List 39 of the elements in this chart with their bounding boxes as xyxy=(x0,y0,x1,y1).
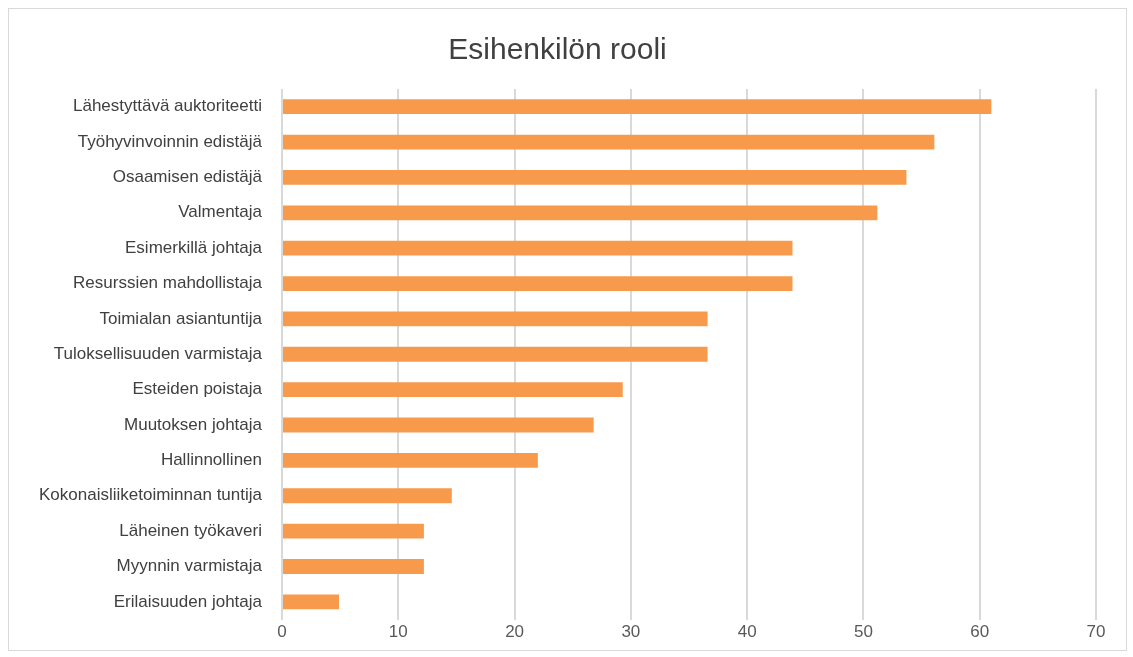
bar xyxy=(283,99,992,115)
bar xyxy=(283,346,708,362)
x-tick-label: 20 xyxy=(505,622,525,642)
x-tick-label: 10 xyxy=(388,622,408,642)
bar xyxy=(283,594,339,610)
y-tick-label: Tuloksellisuuden varmistaja xyxy=(53,343,263,363)
y-tick-label: Lähestyttävä auktoriteetti xyxy=(73,96,263,116)
x-tick-label: 30 xyxy=(621,622,641,642)
bar xyxy=(283,276,793,291)
bar xyxy=(283,205,878,221)
y-tick-label: Osaamisen edistäjä xyxy=(112,167,263,187)
bar xyxy=(283,170,907,185)
y-tick-label: Esteiden poistaja xyxy=(132,379,263,399)
x-tick-label: 50 xyxy=(853,622,873,642)
chart-title: Esihenkilön rooli xyxy=(448,32,667,66)
bar xyxy=(283,240,793,256)
x-tick-label: 60 xyxy=(970,622,990,642)
y-tick-label: Läheinen työkaveri xyxy=(119,520,263,540)
y-tick-label: Toimialan asiantuntija xyxy=(99,308,263,328)
x-tick-label: 0 xyxy=(277,622,287,642)
bar xyxy=(283,523,424,539)
bar xyxy=(283,452,538,468)
bar xyxy=(283,134,935,150)
y-tick-label: Myynnin varmistaja xyxy=(116,556,263,576)
y-tick-label: Valmentaja xyxy=(178,202,263,222)
bar xyxy=(283,417,594,433)
y-tick-label: Resurssien mahdollistaja xyxy=(73,273,263,293)
y-tick-label: Hallinnollinen xyxy=(160,450,263,470)
bar xyxy=(283,488,452,504)
x-tick-label: 40 xyxy=(737,622,757,642)
x-tick-label: 70 xyxy=(1086,622,1106,642)
bar xyxy=(283,382,623,398)
bar xyxy=(283,559,424,574)
y-tick-label: Esimerkillä johtaja xyxy=(125,237,263,257)
y-tick-label: Muutoksen johtaja xyxy=(124,414,263,434)
y-tick-label: Työhyvinvoinnin edistäjä xyxy=(77,131,263,151)
y-tick-label: Erilaisuuden johtaja xyxy=(113,591,263,611)
y-tick-label: Kokonaisliiketoiminnan tuntija xyxy=(38,485,263,505)
bar xyxy=(283,311,708,327)
